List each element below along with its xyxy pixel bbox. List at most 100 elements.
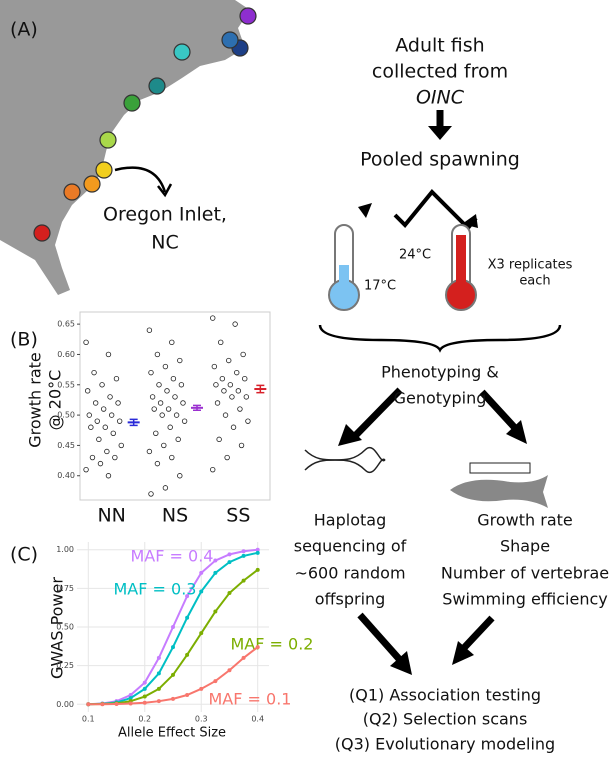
- point: [241, 578, 246, 583]
- point: [156, 699, 161, 704]
- point: [154, 460, 161, 467]
- series-label: MAF = 0.1: [209, 690, 292, 709]
- y-tick-label: 0.55: [57, 380, 75, 389]
- point: [178, 382, 185, 388]
- point: [86, 702, 91, 707]
- point: [153, 430, 159, 436]
- point: [151, 406, 157, 412]
- point: [238, 442, 245, 449]
- point: [108, 412, 115, 418]
- point: [86, 412, 92, 418]
- point: [91, 369, 97, 376]
- point: [177, 357, 183, 364]
- point: [213, 609, 218, 614]
- point: [171, 672, 175, 677]
- point: [226, 357, 232, 364]
- point: [216, 436, 222, 443]
- point: [185, 652, 190, 657]
- site-arrow: [114, 166, 167, 193]
- point: [164, 388, 170, 394]
- point: [210, 315, 216, 321]
- point: [113, 376, 120, 382]
- y-tick-label: 0.60: [57, 350, 75, 359]
- flow-text: Haplotag: [314, 511, 386, 530]
- point: [171, 696, 175, 701]
- question: (Q3) Evolutionary modeling: [335, 735, 555, 754]
- point: [199, 631, 204, 636]
- point: [227, 591, 232, 595]
- point: [230, 424, 237, 430]
- point: [211, 363, 218, 370]
- point: [241, 549, 246, 554]
- y-axis-label: @ 20°C: [46, 370, 65, 431]
- point: [180, 400, 186, 406]
- point: [235, 388, 242, 394]
- replicate-label: each: [519, 274, 550, 289]
- point: [213, 382, 219, 388]
- y-tick-label: 0.00: [56, 700, 74, 709]
- flow-text: Adult fish: [395, 35, 484, 57]
- point: [222, 412, 229, 418]
- flow-text: ~600 random: [294, 564, 405, 583]
- point: [243, 394, 250, 400]
- point: [224, 454, 230, 461]
- x-tick-label: 0.1: [82, 715, 95, 724]
- x-tick-label: 0.4: [251, 715, 264, 724]
- point: [213, 570, 218, 575]
- panel-label: (A): [10, 19, 38, 41]
- fish-icon: [450, 462, 548, 508]
- y-tick-label: 0.50: [57, 411, 75, 420]
- point: [210, 466, 216, 473]
- y-tick-label: 1.00: [56, 545, 74, 554]
- point: [89, 454, 96, 461]
- point: [171, 645, 175, 650]
- y-tick-label: 0.40: [57, 471, 75, 480]
- flow-text: Genotyping: [394, 389, 487, 408]
- point: [142, 700, 147, 705]
- point: [242, 376, 248, 382]
- point: [157, 400, 164, 406]
- point: [88, 424, 94, 430]
- flow-text: Swimming efficiency: [442, 590, 608, 609]
- point: [102, 424, 108, 430]
- point: [199, 589, 204, 594]
- point: [128, 701, 133, 706]
- point: [181, 418, 188, 424]
- flow-text: OINC: [416, 87, 465, 109]
- point: [237, 406, 243, 412]
- point: [105, 473, 112, 479]
- point: [227, 382, 234, 388]
- y-axis-label: GWAS Power: [48, 577, 67, 679]
- point: [169, 454, 175, 461]
- point: [128, 693, 133, 697]
- point: [142, 686, 147, 691]
- point: [170, 376, 177, 382]
- point: [245, 418, 251, 424]
- point: [213, 679, 218, 684]
- x-tick-label: NN: [97, 505, 125, 527]
- flow-text: sequencing of: [294, 537, 407, 556]
- point: [104, 448, 110, 455]
- point: [159, 412, 165, 418]
- point: [114, 701, 119, 706]
- point: [146, 327, 153, 333]
- point: [234, 369, 240, 376]
- point: [162, 485, 169, 491]
- point: [116, 418, 123, 424]
- point: [185, 615, 190, 620]
- flow-text: Number of vertebrae: [441, 564, 609, 583]
- point: [107, 394, 113, 400]
- point: [241, 655, 246, 660]
- point: [172, 394, 178, 400]
- flow-text: Phenotyping &: [381, 363, 499, 382]
- site-label: Oregon Inlet,: [103, 204, 227, 226]
- flow-text: Shape: [500, 537, 550, 556]
- point: [227, 560, 232, 565]
- x-tick-label: 0.2: [138, 715, 151, 724]
- flow-text: offspring: [315, 590, 386, 609]
- temp-label: 24°C: [399, 248, 431, 263]
- site-arrowhead: [157, 183, 173, 198]
- point: [154, 351, 161, 358]
- point: [177, 473, 183, 479]
